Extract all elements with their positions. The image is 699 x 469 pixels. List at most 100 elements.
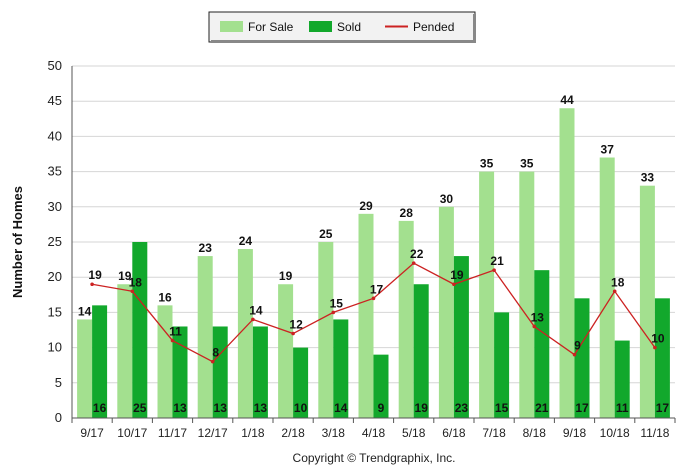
- label-for-sale: 19: [118, 269, 132, 283]
- label-sold: 17: [575, 401, 589, 415]
- label-for-sale: 19: [279, 269, 293, 283]
- label-sold: 10: [294, 401, 308, 415]
- pended-point: [572, 352, 577, 357]
- label-for-sale: 30: [440, 192, 454, 206]
- legend-label: Sold: [337, 20, 361, 34]
- label-sold: 16: [93, 401, 107, 415]
- x-tick-label: 7/18: [482, 426, 506, 440]
- pended-point: [612, 289, 617, 294]
- bar-sold: [614, 340, 630, 418]
- y-tick-label: 20: [48, 269, 62, 284]
- bar-for-sale: [77, 319, 93, 418]
- pended-point: [251, 317, 255, 322]
- label-for-sale: 23: [199, 241, 213, 255]
- axes: [71, 66, 676, 423]
- pended-line: [90, 261, 657, 364]
- label-sold: 13: [214, 401, 228, 415]
- label-for-sale: 35: [520, 157, 534, 171]
- y-tick-label: 25: [48, 234, 62, 249]
- label-sold: 9: [378, 401, 385, 415]
- bar-sold: [453, 256, 469, 418]
- label-pended: 18: [129, 275, 143, 289]
- label-pended: 15: [330, 296, 344, 310]
- bar-for-sale: [519, 171, 535, 418]
- pended-point: [90, 282, 94, 287]
- pended-point: [411, 261, 416, 265]
- bar-sold: [172, 326, 188, 418]
- label-pended: 22: [410, 247, 424, 261]
- pended-point: [452, 282, 456, 287]
- bar-for-sale: [117, 284, 133, 418]
- y-tick-label: 10: [48, 340, 62, 355]
- label-for-sale: 28: [400, 206, 414, 220]
- x-tick-label: 12/17: [198, 426, 228, 440]
- label-sold: 21: [535, 401, 549, 415]
- x-tick-label: 9/17: [80, 426, 104, 440]
- label-sold: 23: [455, 401, 469, 415]
- y-tick-label: 0: [55, 410, 62, 425]
- data-labels: 14 16 19 25 16 13 23 13 24 13 19 10 25 14 29 9 28 19 30 23 3…: [78, 93, 669, 415]
- label-sold: 19: [415, 401, 429, 415]
- copyright-text: Copyright © Trendgraphix, Inc.: [293, 451, 456, 465]
- x-tick-label: 9/18: [563, 426, 587, 440]
- y-tick-label: 45: [48, 93, 62, 108]
- y-axis-label: Number of Homes: [10, 186, 25, 298]
- label-pended: 12: [289, 318, 303, 332]
- pended-point: [210, 359, 215, 364]
- bar-sold: [293, 347, 309, 418]
- bars: [77, 108, 670, 419]
- label-for-sale: 37: [601, 143, 615, 157]
- label-sold: 14: [334, 401, 348, 415]
- x-tick-label: 10/17: [117, 426, 147, 440]
- pended-point: [331, 310, 336, 315]
- bar-for-sale: [639, 185, 655, 418]
- bar-sold: [413, 284, 429, 418]
- label-pended: 13: [531, 310, 545, 324]
- x-tick-label: 8/18: [523, 426, 547, 440]
- x-tick-label: 11/17: [158, 426, 187, 440]
- x-tick-label: 3/18: [322, 426, 346, 440]
- label-pended: 8: [212, 346, 219, 360]
- x-axis-ticks: 9/17 10/17 11/17 12/17 1/18 2/18 3/18 4/18 5/18 6…: [80, 426, 669, 440]
- y-tick-label: 35: [48, 164, 62, 179]
- bar-for-sale: [318, 242, 334, 418]
- x-tick-label: 11/18: [640, 426, 669, 440]
- label-pended: 19: [88, 268, 102, 282]
- label-for-sale: 25: [319, 227, 333, 241]
- bar-for-sale: [237, 249, 253, 418]
- bar-sold: [494, 312, 510, 418]
- label-for-sale: 29: [359, 199, 373, 213]
- y-axis-ticks: 0 5 10 15 20 25 30 35 40 45 50: [48, 58, 62, 425]
- bar-for-sale: [358, 213, 374, 418]
- bar-for-sale: [278, 284, 294, 418]
- label-for-sale: 24: [239, 234, 253, 248]
- label-pended: 10: [651, 332, 665, 346]
- bar-for-sale: [479, 171, 495, 418]
- label-sold: 17: [656, 401, 670, 415]
- pended-point: [653, 345, 657, 350]
- x-tick-label: 6/18: [442, 426, 466, 440]
- bar-sold: [132, 242, 148, 418]
- label-sold: 11: [616, 401, 629, 415]
- bar-sold: [654, 298, 670, 418]
- label-pended: 17: [370, 282, 384, 296]
- x-tick-label: 1/18: [241, 426, 265, 440]
- y-tick-label: 30: [48, 199, 62, 214]
- label-for-sale: 16: [158, 290, 172, 304]
- label-pended: 14: [249, 303, 263, 317]
- pended-point: [130, 289, 135, 294]
- label-sold: 13: [254, 401, 268, 415]
- y-tick-label: 15: [48, 304, 62, 319]
- legend: For Sale Sold Pended: [208, 11, 476, 43]
- pended-point: [371, 296, 376, 301]
- label-pended: 19: [450, 268, 464, 282]
- legend-swatch: [220, 21, 243, 32]
- pended-point: [291, 331, 295, 336]
- x-tick-label: 10/18: [600, 426, 630, 440]
- bar-for-sale: [157, 305, 173, 418]
- bar-sold: [534, 270, 550, 418]
- legend-swatch: [309, 21, 332, 32]
- label-for-sale: 35: [480, 157, 494, 171]
- y-tick-label: 50: [48, 58, 62, 73]
